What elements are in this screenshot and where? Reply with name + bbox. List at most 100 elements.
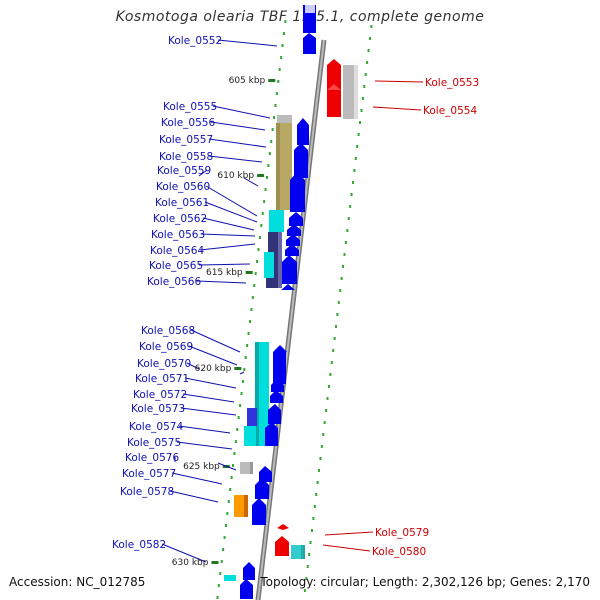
rail-dot (370, 25, 373, 28)
connector-line (243, 177, 259, 187)
rail-dot (226, 512, 229, 515)
rail-dot (268, 152, 271, 155)
rail-dot (310, 529, 313, 532)
kbp-tick (268, 79, 276, 82)
connector-line (210, 121, 266, 131)
rail-dot (351, 181, 354, 184)
rail-dot (216, 596, 219, 599)
connector-line (196, 280, 247, 284)
gene-label: Kole_0580 (372, 546, 426, 558)
rail-dot (332, 349, 335, 352)
gene-label: Kole_0552 (168, 35, 222, 47)
kbp-labels: 605 kbp 610 kbp 615 kbp 620 kbp 625 kbp 630 k… (172, 76, 266, 568)
rail-dot (246, 344, 249, 347)
rail-dot (343, 253, 346, 256)
rail-dot (357, 133, 360, 136)
rail-dot (368, 37, 371, 40)
gene-label: Kole_0553 (425, 77, 479, 89)
kbp-label: 605 kbp (229, 76, 266, 86)
rail-dot (353, 169, 356, 172)
connector-line (202, 217, 255, 231)
rail-dot (347, 217, 350, 220)
rail-dot (367, 49, 370, 52)
rail-dot (258, 236, 261, 239)
rail-dot (339, 289, 342, 292)
rail-dot (309, 541, 312, 544)
rail-dot (319, 457, 322, 460)
connector-line (171, 472, 223, 485)
connector-line (188, 345, 238, 366)
gene-label: Kole_0560 (156, 181, 210, 193)
gene-label: Kole_0563 (151, 229, 205, 241)
gene-label: Kole_0565 (149, 260, 203, 272)
rail-dot (323, 421, 326, 424)
accession-text: Accession: NC_012785 (9, 575, 146, 589)
rail-dot (253, 284, 256, 287)
rail-dot (363, 85, 366, 88)
rail-dot (234, 440, 237, 443)
gene-label: Kole_0582 (112, 539, 166, 551)
rail-dot (277, 80, 280, 83)
rail-dot (219, 572, 222, 575)
gene-label: Kole_0570 (137, 358, 191, 370)
gene-label: Kole_0574 (129, 421, 183, 433)
kbp-tick (245, 271, 253, 274)
connector-line (186, 362, 200, 370)
connector-line (190, 329, 241, 353)
gene-label: Kole_0558 (159, 151, 213, 163)
rail-dot (359, 121, 362, 124)
rail-dot (342, 265, 345, 268)
connector-line (324, 531, 374, 536)
rail-dot (254, 272, 257, 275)
rail-dot (329, 373, 332, 376)
rail-dot (280, 56, 283, 59)
rail-dot (232, 464, 235, 467)
gene-label: Kole_0571 (135, 373, 189, 385)
rail-dot (233, 452, 236, 455)
topology-summary: Topology: circular; Length: 2,302,126 bp… (260, 575, 590, 589)
rail-dot (316, 481, 319, 484)
rail-dot (220, 560, 223, 563)
gene-label: Kole_0578 (120, 486, 174, 498)
connector-line (198, 263, 251, 266)
reverse-strand-genes (275, 59, 358, 559)
gene-label: Kole_0559 (157, 165, 211, 177)
connector-line (178, 425, 231, 434)
rail-dot (312, 517, 315, 520)
connector-line (208, 138, 267, 148)
rail-dot (364, 73, 367, 76)
rail-dot (360, 109, 363, 112)
rail-dot (251, 296, 254, 299)
connector-line (180, 407, 237, 416)
kbp-label: 610 kbp (217, 171, 254, 181)
rail-dot (336, 313, 339, 316)
rail-dot (270, 140, 273, 143)
rail-dot (315, 493, 318, 496)
connector-line (239, 371, 245, 375)
rail-dot (261, 212, 264, 215)
kbp-label: 625 kbp (183, 462, 220, 472)
rail-dot (327, 385, 330, 388)
gene-label: Kole_0572 (133, 389, 187, 401)
connector-line (372, 106, 422, 111)
rail-dot (263, 200, 266, 203)
rail-dot (267, 164, 270, 167)
rail-dot (366, 61, 369, 64)
rail-dot (222, 548, 225, 551)
rail-dot (356, 145, 359, 148)
connector-line (199, 243, 256, 251)
rail-dot (318, 469, 321, 472)
gene-label: Kole_0577 (122, 468, 176, 480)
connector-line (198, 169, 208, 177)
rail-dot (217, 584, 220, 587)
kbp-tick (257, 174, 265, 177)
gene-label: Kole_0557 (159, 134, 213, 146)
rail-dot (306, 565, 309, 568)
rail-dot (275, 92, 278, 95)
rail-dot (264, 188, 267, 191)
rail-dot (335, 325, 337, 328)
rail-dot (322, 433, 325, 436)
connector-line (182, 393, 235, 403)
rail-dot (244, 356, 247, 359)
